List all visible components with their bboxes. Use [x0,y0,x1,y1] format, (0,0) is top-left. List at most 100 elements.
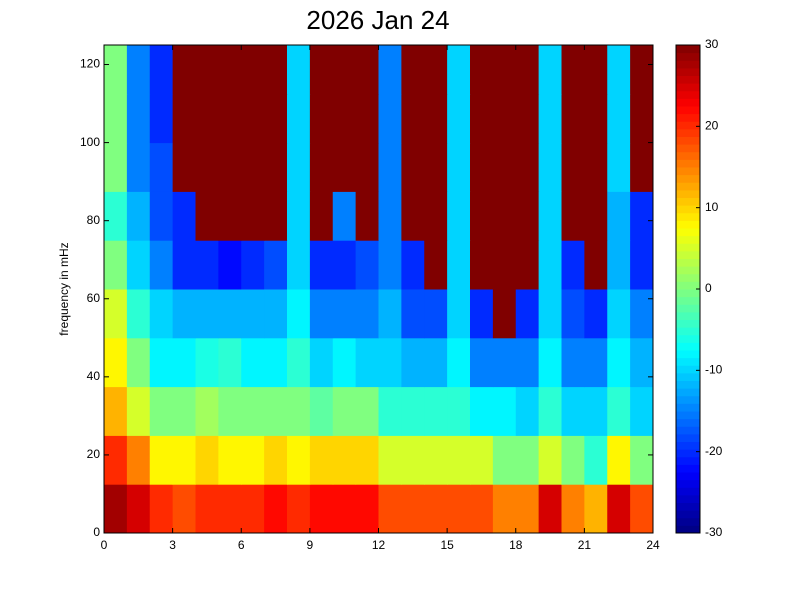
x-tick-label: 6 [238,538,245,552]
heat-cell [538,484,562,534]
heat-cell [607,93,631,144]
heat-cell [424,240,448,290]
x-tick-label: 15 [440,538,454,552]
heat-cell [424,289,448,339]
heat-cell [309,191,334,241]
heat-cell [630,289,654,339]
heat-cell [149,337,174,388]
heat-cell [126,435,151,485]
colorbar-swatch [676,197,700,206]
heat-cell [607,337,631,388]
heat-cell [309,386,334,436]
colorbar-swatch [676,433,700,442]
colorbar-swatch [676,395,700,404]
heat-cell [584,289,608,339]
heat-cell [126,484,151,534]
heat-cell [607,191,631,241]
heat-cell [149,240,174,290]
heat-cell [630,142,654,192]
heat-cell [241,435,265,485]
heat-cell [332,435,357,485]
colorbar-swatch [676,502,700,511]
heat-cell [149,386,174,436]
colorbar-swatch [676,182,700,191]
chart-title: 2026 Jan 24 [306,5,449,35]
heat-cell [126,45,151,95]
colorbar-swatch [676,220,700,229]
colorbar-swatch [676,487,700,496]
heat-cell [470,435,494,485]
heat-cell [172,289,196,339]
heat-cell [287,191,311,241]
heat-cell [630,45,654,95]
heat-cell [538,289,562,339]
heat-cell [515,191,540,241]
heat-cell [378,240,402,290]
heat-cell [515,289,540,339]
y-tick-label: 60 [87,291,101,305]
heat-cell [492,337,517,388]
heat-cell [195,93,219,144]
heat-cell [515,386,540,436]
colorbar-swatch [676,289,700,298]
y-tick-label: 20 [87,447,101,461]
heat-cell [241,386,265,436]
colorbar-tick-label: 20 [705,119,719,133]
heat-cell [264,337,288,388]
colorbar-swatch [676,327,700,336]
colorbar-swatch [676,151,700,160]
x-tick-label: 0 [101,538,108,552]
heat-cell [401,93,425,144]
colorbar-swatch [676,205,700,214]
x-tick-label: 9 [307,538,314,552]
heat-cell [470,337,494,388]
heat-cell [126,142,151,192]
heat-cell [309,289,334,339]
heat-cell [332,45,357,95]
heat-cell [172,337,196,388]
heat-cell [241,142,265,192]
heat-cell [492,45,517,95]
heat-cell [538,45,562,95]
heat-cell [355,435,379,485]
heat-cell [401,191,425,241]
heat-cell [470,484,494,534]
heat-cell [332,142,357,192]
heat-cell [492,289,517,339]
heat-cell [241,93,265,144]
colorbar-swatch [676,235,700,244]
heat-cell [241,240,265,290]
heat-cell [492,386,517,436]
heat-cell [218,45,242,95]
y-tick-label: 80 [87,213,101,227]
heat-cell [607,142,631,192]
heat-cell [492,142,517,192]
colorbar-swatch [676,441,700,450]
colorbar-swatch [676,273,700,282]
heat-cell [515,337,540,388]
heat-cell [355,45,379,95]
colorbar-swatch [676,525,700,534]
colorbar-swatch [676,426,700,435]
heat-cell [287,240,311,290]
heat-cell [309,142,334,192]
heat-cell [104,191,128,241]
heat-cell [218,484,242,534]
heat-cell [561,484,585,534]
heat-cell [630,386,654,436]
heat-cell [584,240,608,290]
colorbar-swatch [676,472,700,481]
colorbar-swatch [676,266,700,275]
colorbar-swatch [676,90,700,99]
colorbar-tick-label: -20 [705,444,723,458]
heat-cell [447,337,471,388]
colorbar-swatch [676,167,700,176]
colorbar-swatch [676,411,700,420]
heat-cell [378,142,402,192]
heat-cell [309,45,334,95]
heat-cell [424,435,448,485]
colorbar-swatch [676,258,700,267]
colorbar-swatch [676,45,700,54]
heat-cell [287,45,311,95]
heat-cell [401,142,425,192]
